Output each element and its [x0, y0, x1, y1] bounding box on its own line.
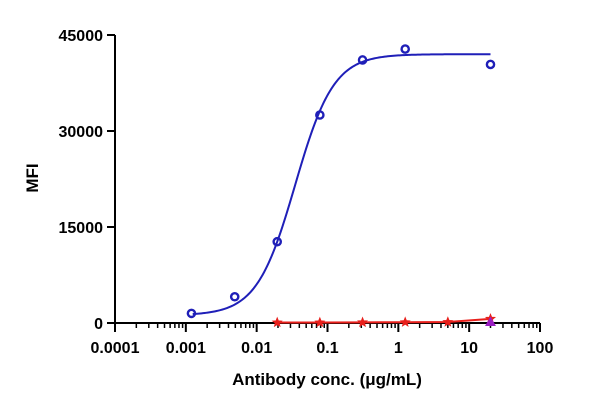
data-point: [357, 316, 369, 328]
x-tick-label: 0.0001: [91, 340, 140, 357]
data-point: [400, 44, 410, 54]
y-tick-label: 0: [94, 316, 103, 333]
data-point: [357, 55, 368, 65]
data-point: [485, 59, 496, 70]
plot-area: [186, 44, 497, 328]
y-tick-label: 15000: [59, 220, 104, 237]
x-tick-label: 100: [527, 340, 554, 357]
data-point: [271, 316, 283, 328]
data-point: [272, 236, 283, 247]
data-point: [186, 308, 197, 319]
x-axis-title: Antibody conc. (μg/mL): [232, 370, 422, 389]
x-tick-label: 0.001: [166, 340, 206, 357]
x-tick-label: 0.1: [316, 340, 338, 357]
data-point: [484, 316, 496, 326]
y-tick-label: 45000: [59, 28, 104, 45]
x-tick-label: 10: [460, 340, 478, 357]
data-point: [442, 316, 454, 327]
y-axis-title: MFI: [23, 163, 42, 192]
axes: 0 15000 30000 45000 0.0001 0.001 0.01 0.1 1 10 100: [59, 28, 554, 357]
fit-curve: [192, 53, 491, 316]
data-point: [229, 291, 240, 302]
y-tick-label: 30000: [59, 124, 104, 141]
data-point: [314, 316, 326, 328]
x-tick-label: 0.01: [241, 340, 272, 357]
data-point: [315, 110, 325, 120]
x-tick-label: 1: [394, 340, 403, 357]
data-point: [399, 316, 411, 327]
fit-line: [277, 317, 491, 324]
